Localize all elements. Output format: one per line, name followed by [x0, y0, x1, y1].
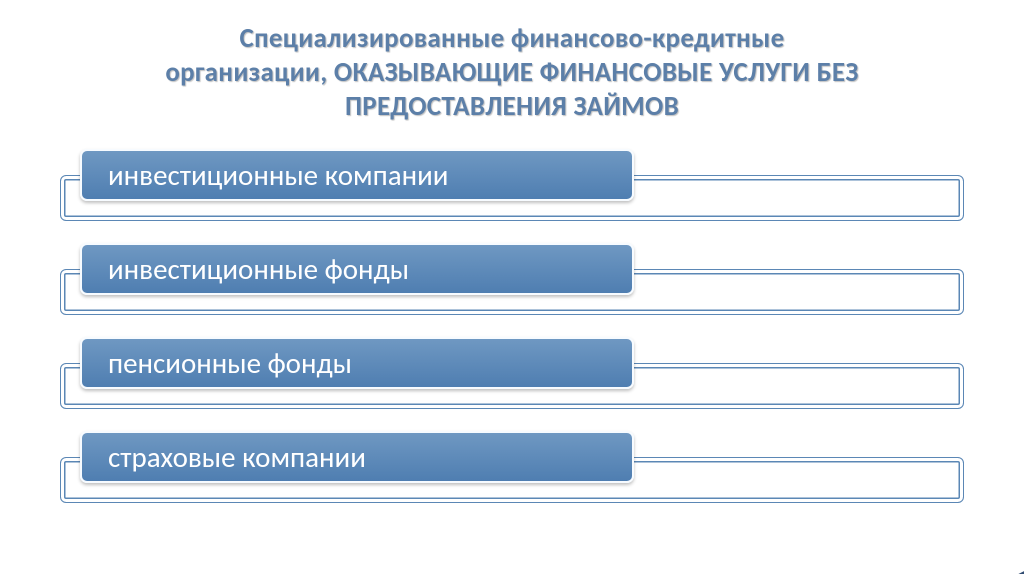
list-item: инвестиционные фонды: [60, 243, 964, 315]
slide: Специализированные финансово-кредитные о…: [0, 22, 1024, 574]
list-item: страховые компании: [60, 431, 964, 503]
list-item: пенсионные фонды: [60, 337, 964, 409]
title-line-3: ПРЕДОСТАВЛЕНИЯ ЗАЙМОВ: [70, 90, 954, 124]
item-pill: страховые компании: [80, 431, 634, 483]
item-label: инвестиционные компании: [108, 157, 448, 193]
item-pill: пенсионные фонды: [80, 337, 634, 389]
slide-title: Специализированные финансово-кредитные о…: [70, 22, 954, 123]
item-list: инвестиционные компании инвестиционные ф…: [60, 149, 964, 503]
list-item: инвестиционные компании: [60, 149, 964, 221]
item-label: пенсионные фонды: [108, 345, 352, 381]
item-pill: инвестиционные фонды: [80, 243, 634, 295]
item-pill: инвестиционные компании: [80, 149, 634, 201]
item-label: страховые компании: [108, 439, 366, 475]
corner-decoration-dark: [704, 566, 1024, 574]
title-line-1: Специализированные финансово-кредитные: [70, 22, 954, 56]
item-label: инвестиционные фонды: [108, 251, 409, 287]
title-line-2: организации, ОКАЗЫВАЮЩИЕ ФИНАНСОВЫЕ УСЛУ…: [70, 56, 954, 90]
